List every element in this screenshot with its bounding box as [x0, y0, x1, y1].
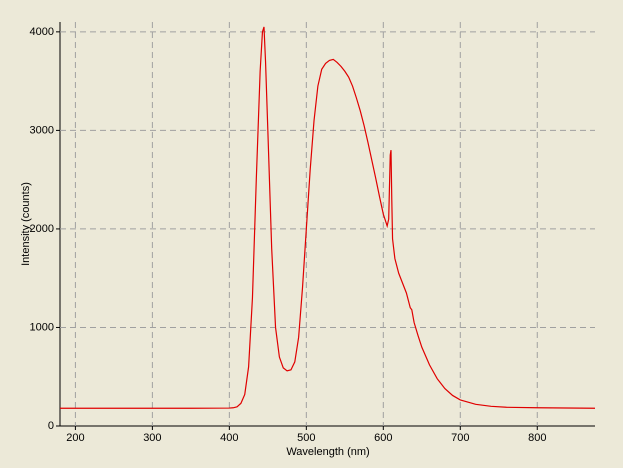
x-tick-label: 700	[451, 432, 469, 444]
y-tick-label: 3000	[30, 124, 54, 136]
y-tick-label: 0	[48, 420, 54, 432]
x-tick-label: 500	[297, 432, 315, 444]
x-tick-label: 400	[220, 432, 238, 444]
y-tick-label: 1000	[30, 321, 54, 333]
y-tick-label: 4000	[30, 26, 54, 38]
x-tick-label: 200	[66, 432, 84, 444]
x-tick-label: 600	[374, 432, 392, 444]
y-tick-label: 2000	[30, 223, 54, 235]
spectrum-line	[60, 26, 596, 409]
y-axis-label: Intensity (counts)	[20, 182, 32, 266]
x-axis-label: Wavelength (nm)	[286, 446, 369, 458]
x-tick-label: 800	[528, 432, 546, 444]
x-tick-label: 300	[143, 432, 161, 444]
